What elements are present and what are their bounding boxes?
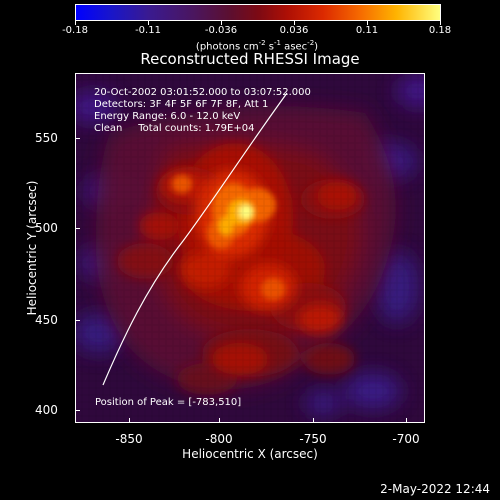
colorbar-units: (photons cm-2 s-1 asec-2) [196, 40, 318, 52]
timestamp: 2-May-2022 12:44 [380, 482, 490, 496]
info-line: 20-Oct-2002 03:01:52.000 to 03:07:52.000 [94, 87, 311, 98]
y-axis-tick [75, 228, 80, 229]
y-axis-tick-label: 450 [35, 313, 58, 327]
x-axis-tick-label: -800 [205, 432, 233, 446]
colorbar-tick-label: -0.18 [62, 25, 88, 36]
y-axis-tick [75, 138, 80, 139]
colorbar-tick [75, 21, 76, 25]
units-exponent: -2 [307, 39, 315, 47]
colorbar-tick-label: -0.036 [204, 25, 238, 36]
units-end: ) [314, 41, 319, 53]
colorbar [75, 4, 441, 21]
colorbar-tick-label: 0.11 [355, 25, 379, 36]
observation-info: 20-Oct-2002 03:01:52.000 to 03:07:52.000… [94, 87, 311, 135]
x-axis-tick-label: -700 [392, 432, 420, 446]
colorbar-tick-label: 0.18 [428, 25, 452, 36]
units-prefix: (photons cm [195, 41, 259, 53]
units-exponent: -1 [274, 39, 282, 47]
y-axis-tick-label: 550 [35, 131, 58, 145]
info-line: Clean Total counts: 1.79E+04 [94, 123, 255, 134]
y-axis-tick-label: 500 [35, 221, 58, 235]
colorbar-tick-label: 0.036 [279, 25, 309, 36]
info-line: Detectors: 3F 4F 5F 6F 7F 8F, Att 1 [94, 99, 269, 110]
colorbar-tick [148, 21, 149, 25]
colorbar-tick [221, 21, 222, 25]
units-middle: s [265, 41, 275, 53]
units-exponent: -2 [258, 39, 266, 47]
rhessi-image [75, 73, 425, 423]
colorbar-tick [440, 21, 441, 25]
x-axis-tick-label: -750 [299, 432, 327, 446]
peak-position-label: Position of Peak = [-783,510] [95, 397, 242, 408]
image-title: Reconstructed RHESSI Image [140, 50, 360, 68]
solar-limb-curve [102, 92, 288, 386]
colorbar-tick-label: -0.11 [135, 25, 161, 36]
colorbar-tick [294, 21, 295, 25]
rhessi-image-map [75, 73, 425, 423]
x-axis-tick [219, 418, 220, 423]
y-axis-tick-label: 400 [35, 403, 58, 417]
y-axis-title: Heliocentric Y (arcsec) [25, 180, 39, 316]
units-suffix: asec [281, 41, 308, 53]
x-axis-tick-label: -850 [115, 432, 143, 446]
x-axis-tick [313, 418, 314, 423]
x-axis-tick [129, 418, 130, 423]
x-axis-tick [406, 418, 407, 423]
y-axis-tick [75, 410, 80, 411]
y-axis-tick [75, 320, 80, 321]
colorbar-tick [367, 21, 368, 25]
info-line: Energy Range: 6.0 - 12.0 keV [94, 111, 241, 122]
x-axis-title: Heliocentric X (arcsec) [182, 447, 318, 461]
